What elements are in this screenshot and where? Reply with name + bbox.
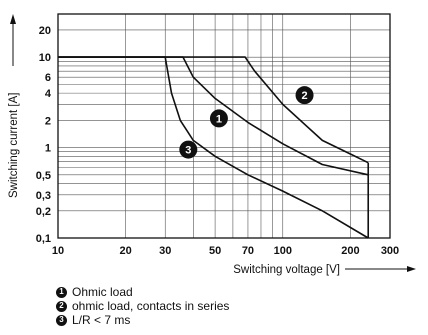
x-tick-label: 300: [381, 245, 399, 257]
legend-label-2: ohmic load, contacts in series: [72, 299, 230, 313]
curve-marker-label: 3: [185, 145, 191, 157]
series-markers: 1 2 3: [179, 86, 314, 159]
x-tick-label: 50: [209, 245, 221, 257]
y-tick-label: 0,3: [36, 190, 51, 202]
x-tick-label: 10: [52, 245, 64, 257]
legend-item-1: 1 Ohmic load: [56, 285, 229, 299]
legend: 1 Ohmic load 2 ohmic load, contacts in s…: [56, 285, 229, 327]
y-tick-label: 0,2: [36, 206, 51, 218]
y-tick-labels: 0,1 0,2 0,3 0,5 1 2 4 6 10 20: [36, 25, 52, 245]
legend-label-3: L/R < 7 ms: [72, 313, 131, 327]
y-tick-label: 4: [45, 88, 52, 100]
series-line-3: [58, 56, 369, 239]
grid: [58, 14, 390, 238]
x-tick-label: 100: [274, 245, 292, 257]
x-tick-label: 20: [120, 245, 132, 257]
curve-marker-circle: [209, 109, 228, 128]
y-tick-label: 2: [45, 115, 51, 127]
series-layer: [58, 56, 370, 239]
curve-marker-1: 1: [209, 109, 228, 128]
curve-marker-circle: [179, 140, 198, 159]
legend-item-3: 3 L/R < 7 ms: [56, 313, 229, 327]
legend-marker-1: 1: [56, 286, 67, 298]
y-tick-label: 6: [45, 72, 51, 84]
x-axis-title: Switching voltage [V]: [233, 264, 340, 276]
curve-marker-circle: [295, 86, 314, 105]
x-tick-labels: 10 20 30 50 70 100 200 300: [52, 245, 399, 257]
legend-label-1: Ohmic load: [72, 285, 133, 299]
x-axis-title-group: Switching voltage [V]: [233, 264, 416, 276]
y-axis-title: Switching current [A]: [8, 93, 20, 198]
series-line-2: [58, 56, 369, 164]
y-tick-label: 20: [39, 25, 51, 37]
y-axis-title-group: Switching current [A]: [8, 14, 20, 198]
x-tick-label: 200: [341, 245, 359, 257]
x-axis-arrow-head: [407, 266, 416, 272]
y-tick-label: 10: [39, 52, 51, 64]
legend-marker-2: 2: [56, 300, 67, 312]
curve-marker-3: 3: [179, 140, 198, 159]
x-tick-label: 30: [159, 245, 171, 257]
legend-marker-3: 3: [56, 314, 67, 326]
legend-item-2: 2 ohmic load, contacts in series: [56, 299, 229, 313]
plot-frame: [57, 13, 391, 239]
y-axis-arrow-head: [10, 14, 16, 24]
curve-marker-label: 1: [216, 113, 222, 125]
y-tick-label: 0,1: [36, 233, 51, 245]
curve-marker-label: 2: [301, 90, 307, 102]
y-tick-label: 1: [45, 143, 51, 155]
x-tick-label: 70: [242, 245, 254, 257]
curve-marker-2: 2: [295, 86, 314, 105]
series-line-1: [58, 56, 369, 176]
y-tick-label: 0,5: [36, 170, 51, 182]
